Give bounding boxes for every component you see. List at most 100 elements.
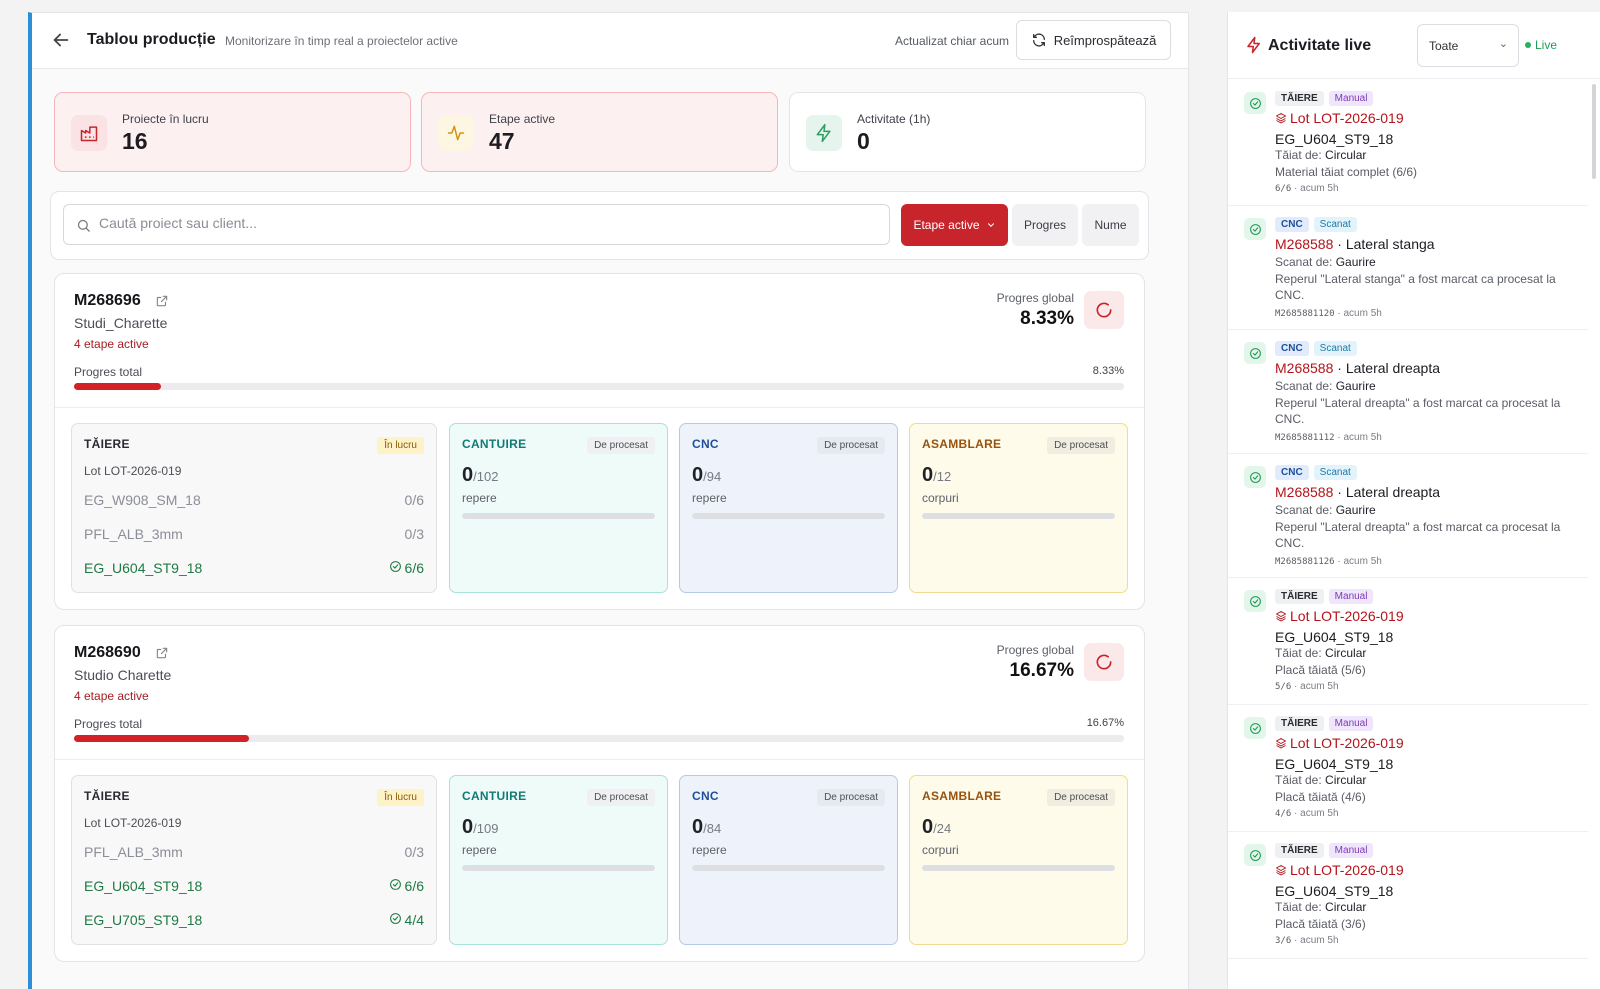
search-icon (77, 219, 90, 232)
activity-code: M2685881112 (1275, 433, 1335, 443)
status-badge: De procesat (587, 437, 655, 454)
stage-count: 0/12 (922, 464, 951, 487)
material-count: 4/4 (389, 912, 424, 928)
stage-card-taiere[interactable]: TĂIERE În lucru Lot LOT-2026-019 EG_W908_SM… (71, 423, 437, 593)
check-circle-icon (1244, 466, 1266, 488)
material-count: 6/6 (389, 560, 424, 576)
external-link-icon[interactable] (155, 646, 169, 665)
check-circle-icon (389, 912, 402, 928)
activity-ref: Lot LOT-2026-019 (1290, 735, 1404, 751)
stage-progress-bar (692, 513, 885, 519)
material-count: 0/3 (405, 526, 424, 542)
material-count-value: 6/6 (404, 560, 424, 576)
material-count-value: 0/6 (404, 492, 424, 508)
sort-name-button[interactable]: Nume (1082, 204, 1139, 246)
stage-tag: CNC (1275, 465, 1309, 480)
external-link-icon[interactable] (155, 294, 169, 313)
stage-card-taiere[interactable]: TĂIERE În lucru Lot LOT-2026-019 PFL_ALB_3m… (71, 775, 437, 945)
operator-name: Gaurire (1335, 255, 1376, 269)
stage-count: 0/102 (462, 464, 498, 487)
activity-item[interactable]: CNC Scanat M268588 · Lateral dreapta Scanat… (1228, 454, 1588, 578)
stage-title: CANTUIRE (462, 437, 527, 451)
activity-heading[interactable]: Lot LOT-2026-019 (1275, 608, 1404, 624)
activity-heading[interactable]: Lot LOT-2026-019 (1275, 735, 1404, 751)
live-activity-header: Activitate live Toate ⌄ Live (1228, 12, 1600, 79)
activity-heading[interactable]: M268588 · Lateral dreapta (1275, 484, 1440, 500)
activity-item[interactable]: TĂIERE Manual Lot LOT-2026-019 EG_U604_ST9_… (1228, 705, 1588, 832)
activity-heading[interactable]: M268588 · Lateral stanga (1275, 236, 1435, 252)
stage-card-cnc[interactable]: CNC De procesat 0/94 repere (679, 423, 898, 593)
activity-filter-select[interactable]: Toate ⌄ (1417, 24, 1519, 67)
material-count: 6/6 (389, 878, 424, 894)
stage-card-cantuire[interactable]: CANTUIRE De procesat 0/109 repere (449, 775, 668, 945)
operator-label: Scanat de: (1275, 379, 1333, 393)
stage-count-done: 0 (922, 464, 934, 486)
search-box[interactable] (63, 204, 890, 245)
operator-name: Circular (1325, 148, 1367, 162)
lot-label: Lot LOT-2026-019 (84, 816, 182, 830)
stage-count: 0/84 (692, 816, 721, 839)
stage-count-done: 0 (462, 816, 474, 838)
status-badge: În lucru (377, 789, 424, 806)
back-arrow-icon[interactable] (50, 29, 74, 53)
check-circle-icon (1244, 844, 1266, 866)
stage-card-cantuire[interactable]: CANTUIRE De procesat 0/102 repere (449, 423, 668, 593)
page-title: Tablou producție (87, 31, 216, 48)
activity-icon (438, 115, 474, 151)
sort-active-stages-button[interactable]: Etape active (901, 204, 1008, 246)
check-circle-icon (1244, 218, 1266, 240)
project-card[interactable]: M268696 Studi_Charette 4 etape active Progr… (54, 273, 1145, 610)
activity-item[interactable]: TĂIERE Manual Lot LOT-2026-019 EG_U604_ST9_… (1228, 832, 1588, 959)
activity-heading[interactable]: Lot LOT-2026-019 (1275, 110, 1404, 126)
zap-icon (1247, 36, 1260, 54)
activity-operator: Scanat de: Gaurire (1275, 379, 1376, 393)
activity-item[interactable]: TĂIERE Manual Lot LOT-2026-019 EG_U604_ST9_… (1228, 578, 1588, 705)
stage-count: 0/109 (462, 816, 498, 839)
source-tag: Scanat (1313, 217, 1357, 232)
stage-progress-bar (462, 513, 655, 519)
stage-tag: CNC (1275, 341, 1309, 356)
activity-description: Placă tăiată (3/6) (1275, 917, 1366, 931)
stage-title: TĂIERE (84, 789, 130, 803)
stage-count-done: 0 (692, 464, 704, 486)
stage-card-asamblare[interactable]: ASAMBLARE De procesat 0/24 corpuri (909, 775, 1128, 945)
activity-heading[interactable]: M268588 · Lateral dreapta (1275, 360, 1440, 376)
check-circle-icon (1244, 590, 1266, 612)
stage-count-done: 0 (462, 464, 474, 486)
activity-filter-value: Toate (1429, 39, 1459, 53)
source-tag: Manual (1328, 716, 1374, 731)
factory-icon (71, 115, 107, 151)
total-progress-fill (74, 383, 162, 390)
activity-item[interactable]: CNC Scanat M268588 · Lateral stanga Scanat … (1228, 206, 1588, 330)
stage-tag: TĂIERE (1275, 843, 1324, 858)
activity-description: Reperul "Lateral dreapta" a fost marcat … (1275, 396, 1561, 426)
sort-progress-button[interactable]: Progres (1012, 204, 1078, 246)
activity-meta: 5/6 · acum 5h (1275, 681, 1339, 692)
project-card[interactable]: M268690 Studio Charette 4 etape active Prog… (54, 625, 1145, 962)
activity-time: acum 5h (1343, 432, 1382, 443)
global-progress-label: Progres global (996, 643, 1074, 657)
activity-time: acum 5h (1300, 681, 1339, 692)
project-client: Studi_Charette (74, 315, 168, 331)
activity-item[interactable]: CNC Scanat M268588 · Lateral dreapta Scanat… (1228, 330, 1588, 454)
total-progress-value: 16.67% (1086, 717, 1124, 729)
source-tag: Manual (1328, 843, 1374, 858)
sort-progress-label: Progres (1023, 218, 1067, 232)
sort-active-label: Etape active (913, 218, 980, 232)
activity-operator: Tăiat de: Circular (1275, 900, 1366, 914)
stage-count-total: /24 (933, 821, 952, 836)
refresh-button[interactable]: Reîmprospătează (1016, 20, 1171, 60)
material-name: EG_U604_ST9_18 (84, 560, 203, 576)
stage-card-cnc[interactable]: CNC De procesat 0/84 repere (679, 775, 898, 945)
lot-label: Lot LOT-2026-019 (84, 464, 182, 478)
activity-item[interactable]: TĂIERE Manual Lot LOT-2026-019 EG_U604_ST9_… (1228, 80, 1588, 206)
stage-title: CNC (692, 789, 719, 803)
operator-label: Tăiat de: (1275, 646, 1322, 660)
activity-ref: M268588 (1275, 484, 1334, 500)
activity-time: acum 5h (1343, 308, 1382, 319)
stage-card-asamblare[interactable]: ASAMBLARE De procesat 0/12 corpuri (909, 423, 1128, 593)
scrollbar[interactable] (1592, 84, 1596, 179)
activity-material: EG_U604_ST9_18 (1275, 883, 1394, 899)
activity-heading[interactable]: Lot LOT-2026-019 (1275, 862, 1404, 878)
search-input[interactable] (99, 215, 879, 231)
